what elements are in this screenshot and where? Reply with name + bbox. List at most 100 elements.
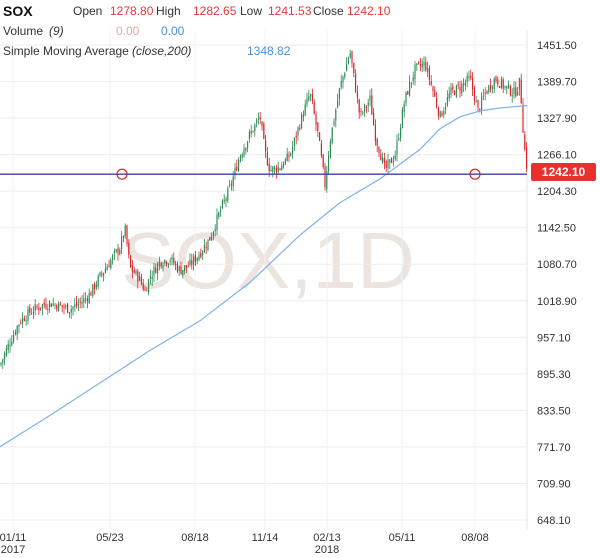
candle-body — [344, 73, 346, 78]
y-tick-label: 833.50 — [537, 405, 571, 417]
candle-body — [365, 106, 367, 108]
candle-body — [131, 265, 133, 272]
candle-body — [144, 288, 146, 291]
candle-body — [293, 137, 295, 146]
candle-body — [164, 259, 166, 264]
candle-body — [45, 303, 47, 309]
candle-body — [369, 95, 371, 101]
candle-body — [128, 242, 130, 255]
last-price-tag: 1242.10 — [531, 163, 596, 181]
candle-body — [103, 272, 105, 277]
candle-body — [416, 63, 418, 65]
candle-body — [389, 159, 391, 163]
y-tick-label: 895.30 — [537, 369, 571, 381]
candle-body — [302, 115, 304, 117]
candle-body — [488, 85, 490, 93]
candle-body — [117, 248, 119, 254]
sma-line — [0, 105, 528, 448]
candle-body — [137, 271, 139, 282]
x-tick-label: 05/23 — [96, 532, 124, 544]
candle-body — [304, 104, 306, 116]
candle-body — [457, 84, 459, 86]
y-tick-label: 957.10 — [537, 332, 571, 344]
candle-body — [191, 260, 193, 265]
candle-body — [468, 76, 470, 79]
candle-body — [326, 171, 328, 190]
candle-body — [387, 160, 389, 169]
candle-body — [178, 266, 180, 271]
candle-body — [481, 96, 483, 110]
candle-body — [380, 154, 382, 161]
candle-body — [328, 155, 330, 172]
candle-body — [34, 304, 36, 311]
candle-body — [14, 332, 16, 334]
candle-body — [410, 82, 412, 84]
sma-label: Simple Moving Average — [3, 44, 129, 58]
candle-body — [54, 304, 56, 306]
candle-body — [173, 258, 175, 264]
candle-body — [115, 249, 117, 252]
symbol-label: SOX — [3, 3, 33, 19]
candle-body — [88, 293, 90, 303]
candle-body — [0, 362, 2, 365]
candle-body — [238, 160, 240, 171]
candle-body — [358, 99, 360, 113]
candle-body — [175, 263, 177, 265]
candle-body — [193, 256, 195, 266]
candle-body — [400, 127, 402, 138]
candle-body — [461, 83, 463, 94]
candle-body — [335, 109, 337, 121]
candle-body — [265, 139, 267, 152]
candle-body — [74, 304, 76, 307]
candle-body — [490, 84, 492, 90]
candle-body — [443, 111, 445, 115]
candle-body — [428, 67, 430, 80]
candle-body — [216, 214, 218, 231]
candle-body — [20, 322, 22, 324]
candle-body — [29, 307, 31, 313]
candle-body — [475, 101, 477, 103]
candle-body — [373, 112, 375, 126]
candle-body — [520, 79, 522, 104]
candle-body — [394, 155, 396, 160]
candle-body — [256, 120, 258, 123]
candle-body — [286, 153, 288, 162]
candle-body — [146, 290, 148, 292]
line-handle-left[interactable] — [116, 168, 128, 180]
candle-body — [522, 104, 524, 133]
candle-body — [126, 225, 128, 244]
candle-body — [448, 93, 450, 99]
candle-body — [232, 176, 234, 186]
y-tick-label: 1266.10 — [537, 150, 577, 162]
line-handle-right[interactable] — [469, 168, 481, 180]
candle-body — [140, 277, 142, 284]
candle-body — [95, 284, 97, 288]
candle-body — [338, 88, 340, 100]
candle-body — [90, 293, 92, 296]
candle-body — [306, 98, 308, 105]
candles — [0, 49, 528, 370]
x-tick-label: 02/13 — [313, 532, 341, 544]
close-label: Close — [313, 4, 344, 18]
x-tick-label: 01/11 — [0, 532, 26, 544]
candle-body — [110, 260, 112, 269]
candle-body — [517, 91, 519, 96]
candle-body — [180, 266, 182, 275]
candle-body — [157, 263, 159, 274]
candle-body — [288, 155, 290, 158]
candle-body — [292, 146, 294, 154]
candle-body — [340, 81, 342, 88]
candle-body — [450, 87, 452, 95]
candle-body — [223, 199, 225, 202]
candle-body — [239, 155, 241, 162]
candle-body — [130, 255, 132, 268]
candle-body — [412, 77, 414, 81]
candle-body — [295, 135, 297, 138]
candle-body — [320, 143, 322, 156]
y-tick-label: 771.70 — [537, 442, 571, 454]
candle-body — [353, 62, 355, 73]
candle-body — [86, 298, 88, 302]
candle-body — [272, 166, 274, 172]
candle-body — [182, 269, 184, 276]
